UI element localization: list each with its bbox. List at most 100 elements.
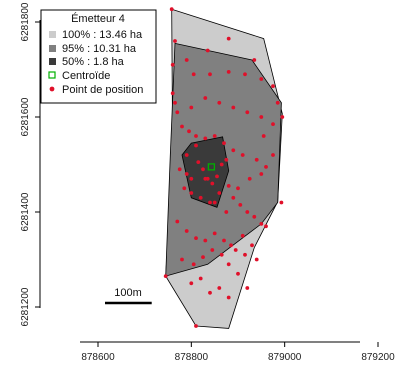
y-tick-label: 6281800 <box>20 2 31 41</box>
legend-label-95: 95% : 10.31 ha <box>62 43 137 55</box>
position-point <box>271 153 275 157</box>
position-point <box>177 167 182 172</box>
position-point <box>205 48 210 53</box>
position-point <box>264 224 268 229</box>
position-point <box>208 290 212 295</box>
position-point <box>215 174 219 179</box>
position-point <box>189 176 194 181</box>
position-point <box>226 262 231 267</box>
position-point <box>217 286 222 290</box>
legend: Émetteur 4 100% : 13.46 ha 95% : 10.31 h… <box>40 9 157 104</box>
position-point <box>222 141 226 146</box>
position-point <box>175 219 180 224</box>
position-point <box>226 184 231 188</box>
position-point <box>210 181 215 186</box>
legend-swatch-95 <box>49 45 56 52</box>
position-point <box>240 153 245 157</box>
position-point <box>184 153 189 157</box>
contour-50pct <box>181 136 230 208</box>
position-point <box>247 176 252 181</box>
legend-centroid-icon <box>48 71 56 79</box>
position-point <box>275 100 280 105</box>
centroid-marker-group <box>207 163 216 171</box>
position-point <box>245 110 250 115</box>
y-axis: 6281200 6281400 6281600 6281800 <box>20 2 41 326</box>
position-point <box>243 72 247 77</box>
position-point <box>233 248 238 252</box>
position-point <box>210 248 215 252</box>
position-point <box>231 105 236 110</box>
position-point <box>184 172 189 176</box>
y-tick-label: 6281200 <box>20 287 31 326</box>
position-point <box>196 160 201 165</box>
position-point <box>201 255 205 259</box>
position-point <box>219 252 224 257</box>
position-point <box>224 210 229 214</box>
position-point <box>203 96 208 100</box>
position-point <box>203 136 208 141</box>
position-point <box>180 257 184 262</box>
position-point <box>259 172 264 176</box>
position-point <box>201 167 205 172</box>
legend-swatch-100 <box>49 31 56 38</box>
position-point <box>182 186 187 191</box>
x-axis: 878600 878800 879000 879200 <box>80 341 395 363</box>
position-point <box>236 271 240 276</box>
position-point <box>264 165 268 169</box>
position-point <box>219 162 224 167</box>
position-point <box>231 195 236 200</box>
y-tick-label: 6281400 <box>20 192 31 231</box>
position-point <box>236 186 240 191</box>
kernel-contours <box>165 8 283 329</box>
position-point <box>259 222 264 226</box>
legend-box <box>40 9 157 104</box>
legend-entry-centroid: Centroïde <box>48 70 110 82</box>
legend-entry-50: 50% : 1.8 ha <box>49 56 125 68</box>
position-point <box>189 281 194 286</box>
position-point <box>240 233 245 238</box>
position-point <box>250 243 254 248</box>
position-point <box>191 72 196 77</box>
position-point <box>208 200 212 205</box>
position-point <box>243 252 247 257</box>
position-point <box>194 134 198 138</box>
position-point <box>194 143 198 148</box>
position-point <box>203 176 208 181</box>
position-point <box>280 115 285 119</box>
position-point <box>245 286 250 290</box>
position-point <box>261 134 266 138</box>
position-point <box>194 236 198 241</box>
legend-label-centroid: Centroïde <box>62 70 110 82</box>
position-point <box>271 122 275 126</box>
position-point <box>203 238 208 243</box>
x-tick-label: 879000 <box>268 352 302 363</box>
position-point <box>229 243 233 248</box>
x-tick-label: 878600 <box>81 352 115 363</box>
position-point <box>198 276 203 281</box>
position-point <box>259 77 264 81</box>
legend-label-position: Point de position <box>62 84 143 96</box>
position-point <box>180 124 184 129</box>
x-tick-label: 878800 <box>175 352 209 363</box>
position-point <box>187 129 191 134</box>
position-point <box>231 148 236 153</box>
y-tick-label: 6281600 <box>20 97 31 136</box>
position-point <box>217 191 222 195</box>
position-point <box>191 262 196 267</box>
position-point <box>173 39 177 43</box>
position-points <box>163 7 285 328</box>
position-point <box>184 58 189 62</box>
position-point <box>245 210 250 214</box>
position-point <box>217 100 222 105</box>
position-point <box>252 58 257 62</box>
position-point <box>222 238 226 243</box>
legend-title: Émetteur 4 <box>71 12 125 25</box>
position-point <box>212 200 217 205</box>
position-point <box>184 229 189 233</box>
position-point <box>252 214 257 219</box>
position-point <box>224 157 229 162</box>
position-point <box>259 115 264 119</box>
position-point <box>163 274 168 278</box>
scale-bar: 100m <box>105 287 152 305</box>
